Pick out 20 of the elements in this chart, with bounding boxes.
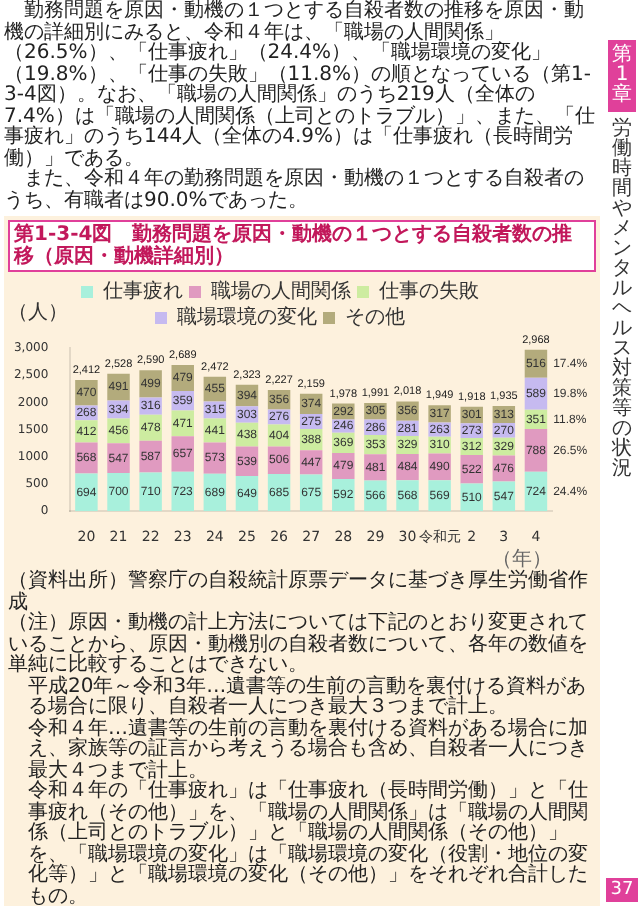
text: （注）原因・動機の計上方法については下記のとおり変更されていることから、原因・動機別の自殺者数について、各年の数値を単純に比較することはできない。 [8,612,590,676]
x-axis-title: （年） [492,547,552,572]
text: 令和４年…遺書等の生前の言動を裏付ける資料がある場合に加え、家族等の証言から考えうる場合も含め、自殺者一人につき最大４つまで計上。 [26,717,590,781]
text: 平成20年～令和3年…遺書等の生前の言動を裏付ける資料がある場合に限り、自殺者一人につき最大３つまで計上。 [26,675,589,718]
legend-label: 仕事の失敗 [379,279,479,304]
text: 37 [606,878,638,902]
text: 第1章 [612,44,632,106]
chart-title: 第1-3-4図 勤務問題を原因・動機の１つとする自殺者数の推移（原因・動機詳細別） [8,220,596,272]
y-axis-title: （人） [8,302,68,324]
bar [139,472,162,512]
legend-label: 職場環境の変化 [177,305,317,330]
legend-label: 職場の人間関係 [211,279,351,304]
legend-label: その他 [345,305,405,330]
text: 令和４年の「仕事疲れ」は「仕事疲れ（長時間労働）」と「仕事疲れ（その他）」を、「職場の人間関係」は「職場の人間関係（上司とのトラブル）」と「職場の人間関係（その他）」を、「職場環境の変化」は「職場環境の変化（役割・地位の変化等）」と「職場環境の変化（その他）」をそれぞれ合計したもの。 [26,780,590,906]
text: （資料出所）警察庁の自殺統計原票データに基づき厚生労働省作成 [8,570,590,613]
text: 勤務問題を原因・動機の１つとする自殺者数の推移を原因・動機の詳細別にみると、令和４年は、「職場の人間関係」（26.5%）、「仕事疲れ」（24.4%）、「職場環境の変化」（19.8%）、「仕事の失敗」（11.8%）の順となっている（第1-3-4図）。なお、「職場の人間関係」のうち219人（全体の7.4%）は「職場の人間関係（上司とのトラブル）」、また、「仕事疲れ」のうち144人（全体の4.9%）は「仕事疲れ（長時間労働）」である。 [4,0,597,169]
text: 労働時間やメンタルヘルス対策等の状況 [612,118,632,480]
bar [171,471,194,512]
legend-label: 仕事疲れ [103,279,183,304]
text: また、令和４年の勤務問題を原因・動機の１つとする自殺者のうち、有職者は90.0%であった。 [4,168,586,212]
